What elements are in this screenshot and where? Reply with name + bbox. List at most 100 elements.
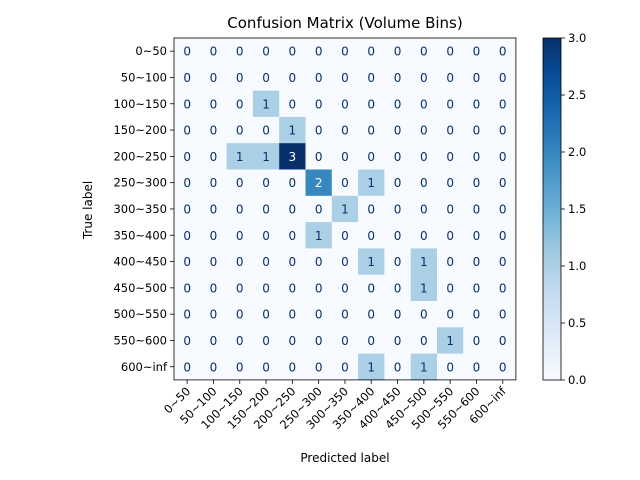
heatmap-cell — [437, 274, 464, 302]
cell-value-label: 0 — [341, 150, 349, 164]
heatmap-cell — [384, 353, 412, 381]
heatmap-cell — [200, 169, 227, 197]
heatmap-cell — [489, 143, 517, 170]
heatmap-cell — [384, 169, 412, 197]
cell-value-label: 0 — [236, 124, 244, 138]
heatmap-cell — [200, 116, 227, 144]
heatmap-cell — [226, 143, 254, 170]
cell-value-label: 0 — [394, 255, 402, 269]
cell-value-label: 0 — [183, 202, 191, 216]
heatmap-cell — [437, 222, 464, 249]
cell-value-label: 0 — [210, 45, 218, 59]
heatmap-cell — [200, 301, 227, 328]
heatmap-cell — [252, 116, 280, 144]
heatmap-cell — [305, 248, 333, 276]
heatmap-cell — [174, 116, 201, 144]
heatmap-cell — [200, 274, 227, 302]
heatmap-cell — [358, 90, 385, 118]
colorbar-tick-label: 0.5 — [568, 316, 586, 330]
heatmap-cell — [489, 90, 517, 118]
heatmap-cell — [410, 195, 438, 223]
heatmap-cell — [463, 274, 490, 302]
cell-value-label: 0 — [315, 308, 323, 322]
cell-value-label: 0 — [499, 202, 507, 216]
heatmap-cell — [174, 169, 201, 197]
heatmap-cell — [358, 274, 385, 302]
heatmap-cell — [331, 248, 359, 276]
y-tick-labels: 0~50 50~100 100~150 150~200 200~250 250~300 30… — [113, 44, 174, 374]
y-tick-label: 50~100 — [121, 70, 167, 84]
heatmap-cell — [358, 169, 385, 197]
cell-value-label: 0 — [473, 124, 481, 138]
heatmap-cell — [331, 38, 359, 65]
cell-value-label: 0 — [394, 71, 402, 85]
cell-value-label: 1 — [262, 97, 270, 111]
cell-value-label: 0 — [394, 45, 402, 59]
cell-value-label: 0 — [446, 71, 454, 85]
cell-value-label: 1 — [315, 229, 323, 243]
heatmap-cell — [410, 169, 438, 197]
cell-value-label: 0 — [262, 71, 270, 85]
cell-value-label: 0 — [499, 334, 507, 348]
cell-value-label: 1 — [446, 334, 454, 348]
heatmap-cell — [437, 248, 464, 276]
cell-value-label: 0 — [341, 334, 349, 348]
colorbar-gradient — [542, 37, 562, 381]
cell-value-label: 0 — [473, 255, 481, 269]
heatmap-cell — [252, 301, 280, 328]
cell-value-label: 0 — [420, 45, 428, 59]
cell-value-label: 1 — [367, 176, 375, 190]
heatmap-cell — [384, 116, 412, 144]
cell-value-label: 0 — [183, 229, 191, 243]
cell-value-label: 0 — [446, 97, 454, 111]
y-axis-label: True label — [81, 181, 95, 240]
heatmap-cell — [226, 301, 254, 328]
cell-value-label: 1 — [341, 202, 349, 216]
heatmap-cell — [463, 327, 490, 354]
cell-value-label: 0 — [262, 281, 270, 295]
cell-value-label: 0 — [289, 334, 297, 348]
heatmap-cell — [489, 222, 517, 249]
cell-value-label: 0 — [499, 308, 507, 322]
cell-value-label: 1 — [420, 281, 428, 295]
heatmap-cell — [384, 38, 412, 65]
heatmap-cell — [384, 274, 412, 302]
cell-value-label: 0 — [473, 202, 481, 216]
heatmap-cell — [410, 327, 438, 354]
cell-value-label: 0 — [473, 176, 481, 190]
cell-value-label: 0 — [499, 360, 507, 374]
cell-value-label: 1 — [420, 255, 428, 269]
cell-value-label: 0 — [473, 308, 481, 322]
cell-value-label: 1 — [367, 360, 375, 374]
cell-value-label: 0 — [210, 97, 218, 111]
cell-value-label: 0 — [446, 229, 454, 243]
heatmap-cell — [489, 301, 517, 328]
heatmap-cell — [410, 353, 438, 381]
cell-value-label: 0 — [367, 71, 375, 85]
heatmap-cell — [174, 274, 201, 302]
heatmap-cell — [437, 90, 464, 118]
chart-title: Confusion Matrix (Volume Bins) — [227, 14, 462, 32]
heatmap-cell — [384, 195, 412, 223]
cell-value-label: 0 — [262, 176, 270, 190]
cell-value-label: 0 — [499, 97, 507, 111]
cell-value-label: 0 — [289, 176, 297, 190]
cell-value-label: 0 — [183, 360, 191, 374]
heatmap-cell — [331, 274, 359, 302]
cell-value-label: 0 — [315, 281, 323, 295]
heatmap-cell — [252, 90, 280, 118]
cell-value-label: 0 — [499, 150, 507, 164]
heatmap-cell — [226, 248, 254, 276]
heatmap-cell — [331, 116, 359, 144]
colorbar-tick-label: 0.0 — [568, 373, 586, 387]
cell-value-label: 0 — [236, 281, 244, 295]
cell-value-label: 0 — [315, 150, 323, 164]
cell-value-label: 0 — [367, 281, 375, 295]
heatmap-cell — [226, 38, 254, 65]
heatmap-cell — [226, 327, 254, 354]
cell-value-label: 0 — [341, 176, 349, 190]
cell-value-label: 1 — [289, 124, 297, 138]
cell-value-label: 0 — [420, 308, 428, 322]
cell-value-label: 0 — [236, 45, 244, 59]
